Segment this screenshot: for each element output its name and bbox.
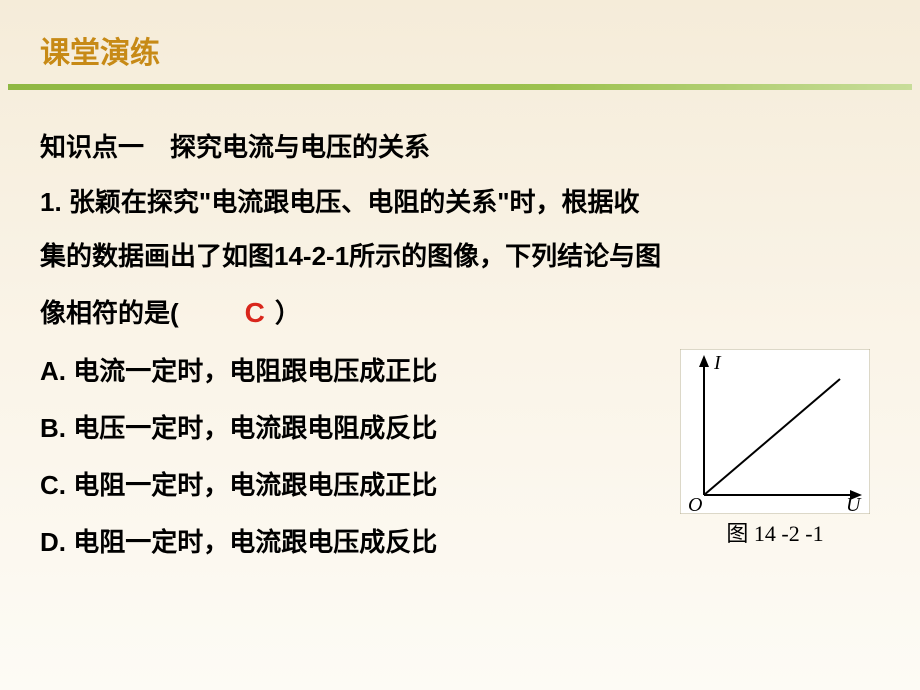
figure: I U O 图 14 -2 -1 <box>670 349 880 548</box>
question-line-1: 1. 张颖在探究"电流跟电压、电阻的关系"时，根据收 <box>40 175 880 230</box>
slide: 课堂演练 知识点一 探究电流与电压的关系 1. 张颖在探究"电流跟电压、电阻的关… <box>0 0 920 690</box>
figure-caption: 图 14 -2 -1 <box>670 516 880 548</box>
origin-label: O <box>688 494 702 514</box>
section-heading: 知识点一 探究电流与电压的关系 <box>40 120 880 175</box>
options-and-figure: A. 电流一定时，电阻跟电压成正比 B. 电压一定时，电流跟电阻成反比 C. 电… <box>40 343 880 572</box>
options: A. 电流一定时，电阻跟电压成正比 B. 电压一定时，电流跟电阻成反比 C. 电… <box>40 343 650 572</box>
option-c: C. 电阻一定时，电流跟电压成正比 <box>40 457 650 514</box>
content: 知识点一 探究电流与电压的关系 1. 张颖在探究"电流跟电压、电阻的关系"时，根… <box>0 90 920 591</box>
question-l3a: 像相符的是( <box>40 286 179 341</box>
option-a: A. 电流一定时，电阻跟电压成正比 <box>40 343 650 400</box>
y-axis-label: I <box>713 352 722 374</box>
x-axis-label: U <box>846 494 862 514</box>
option-b: B. 电压一定时，电流跟电阻成反比 <box>40 400 650 457</box>
option-d: D. 电阻一定时，电流跟电压成反比 <box>40 514 650 571</box>
question-line-3: 像相符的是( C ） <box>40 284 880 343</box>
iv-graph: I U O <box>680 349 870 514</box>
graph-bg <box>680 349 870 514</box>
question-l3b: ） <box>275 286 301 341</box>
answer-letter: C <box>245 284 265 343</box>
question-line-2: 集的数据画出了如图14-2-1所示的图像，下列结论与图 <box>40 229 880 284</box>
header: 课堂演练 <box>0 0 920 84</box>
page-title: 课堂演练 <box>40 28 880 72</box>
